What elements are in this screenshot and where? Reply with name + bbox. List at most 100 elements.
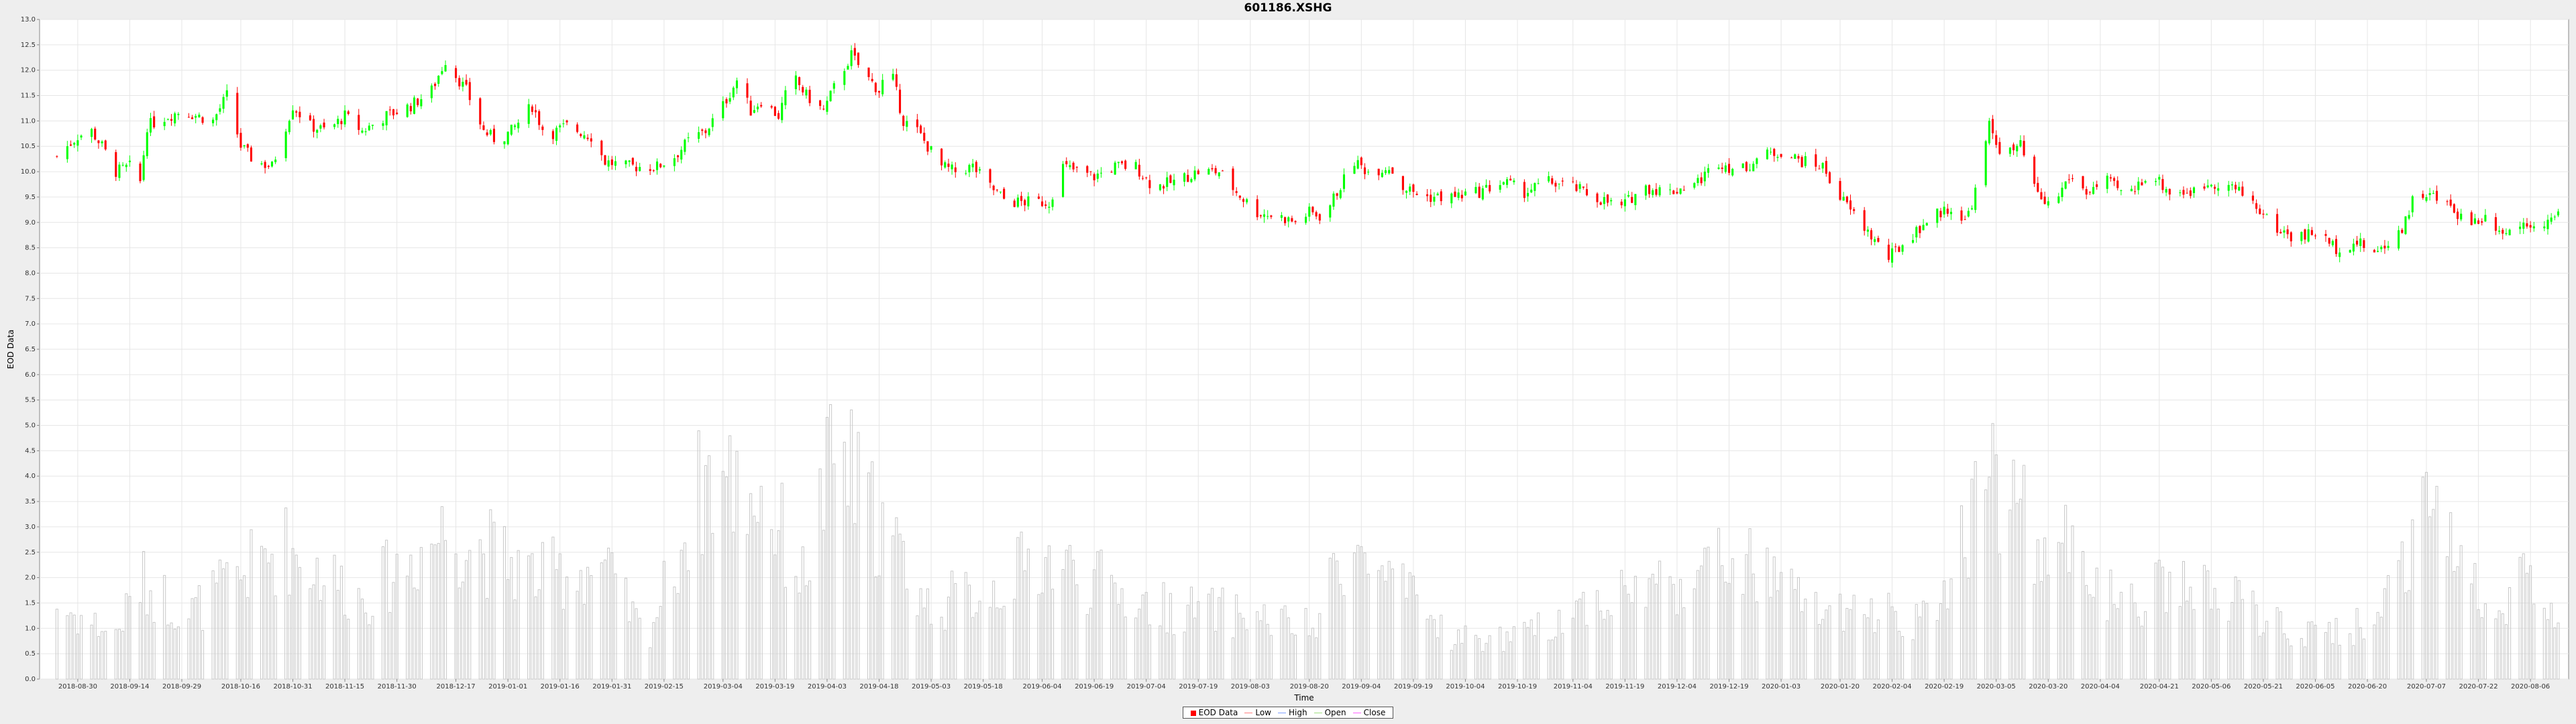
- volume-bar: [1651, 574, 1654, 680]
- candle-body: [1724, 165, 1727, 172]
- candle-body: [895, 74, 898, 87]
- volume-bar: [2338, 644, 2341, 680]
- volume-bar: [659, 605, 662, 680]
- volume-bar: [1731, 558, 1734, 680]
- volume-bar: [700, 554, 704, 680]
- candle-body: [1828, 172, 1831, 184]
- candle-body: [2165, 189, 2167, 193]
- volume-bar: [2525, 572, 2528, 680]
- candle-body: [163, 121, 166, 127]
- volume-bar: [1366, 573, 1370, 680]
- volume-bar: [1037, 594, 1040, 680]
- candle-body: [1041, 201, 1044, 206]
- volume-bar: [1457, 629, 1460, 680]
- volume-bar: [1377, 570, 1381, 680]
- volume-bar: [1620, 570, 1623, 680]
- candle-body: [1943, 206, 1945, 215]
- candle-body: [1069, 165, 1071, 168]
- volume-bar: [513, 599, 517, 680]
- volume-bar: [1117, 604, 1120, 680]
- candle-body: [409, 106, 412, 112]
- volume-bar: [222, 568, 225, 680]
- volume-bar: [406, 575, 409, 680]
- y-tick-label: 8.5: [25, 245, 36, 252]
- volume-bar: [833, 463, 836, 680]
- volume-bar: [2168, 572, 2171, 680]
- candle-body: [142, 155, 145, 180]
- candle-body: [1818, 168, 1821, 170]
- candle-body: [2040, 192, 2043, 200]
- candle-body: [513, 125, 517, 127]
- candle-body: [337, 119, 339, 125]
- volume-bar: [2106, 620, 2109, 680]
- volume-bar: [1700, 565, 1703, 680]
- volume-bar: [2231, 602, 2234, 680]
- volume-bar: [392, 582, 395, 680]
- candle-body: [735, 80, 739, 88]
- volume-bar: [225, 562, 229, 680]
- candle-body: [101, 141, 103, 143]
- candle-body: [1336, 193, 1338, 196]
- volume-bar: [492, 522, 496, 680]
- candle-body: [1148, 180, 1151, 188]
- volume-bar: [1114, 583, 1117, 680]
- volume-bar: [2307, 621, 2310, 680]
- candle-body: [2543, 226, 2546, 229]
- volume-bar: [916, 615, 919, 680]
- candle-body: [1096, 173, 1099, 179]
- volume-bar: [867, 472, 871, 680]
- volume-bar: [1287, 617, 1290, 680]
- volume-bar: [655, 617, 659, 680]
- candle-body: [1534, 183, 1536, 191]
- volume-bar: [631, 601, 635, 680]
- candle-body: [2519, 227, 2522, 229]
- candle-body: [2307, 229, 2310, 242]
- grid-lines: [40, 19, 2569, 680]
- candle-body: [798, 77, 801, 85]
- candle-body: [930, 146, 932, 150]
- volume-bar: [1256, 611, 1259, 680]
- y-tick-label: 5.0: [25, 422, 36, 430]
- volume-bar: [2546, 619, 2550, 680]
- candle-body: [1672, 190, 1675, 194]
- candle-body: [56, 156, 58, 157]
- volume-bar: [1550, 640, 1554, 680]
- volume-bar: [1478, 638, 1481, 680]
- volume-bar: [2109, 569, 2112, 680]
- candle-body: [1134, 162, 1137, 170]
- volume-bar: [2428, 516, 2432, 680]
- candle-body: [2189, 190, 2192, 196]
- volume-bar: [2202, 564, 2206, 680]
- candle-body: [2532, 226, 2535, 229]
- candle-body: [2068, 179, 2070, 180]
- candle-body: [802, 86, 804, 93]
- volume-bar: [270, 554, 274, 680]
- candle-body: [1384, 170, 1387, 174]
- candle-body: [1291, 218, 1293, 222]
- volume-bar: [2112, 604, 2116, 680]
- volume-bar: [323, 585, 326, 680]
- candle-body: [2526, 223, 2528, 227]
- candle-body: [146, 132, 148, 156]
- volume-bar: [1894, 611, 1897, 680]
- volume-bar: [2498, 610, 2501, 680]
- candle-body: [2473, 218, 2476, 224]
- volume-bar: [2192, 609, 2196, 680]
- x-tick-label: 2018-08-30: [58, 683, 97, 690]
- candle-body: [1561, 180, 1564, 182]
- candle-body: [708, 128, 710, 135]
- legend-label: EOD Data: [1198, 708, 1238, 717]
- candle-body: [2446, 201, 2449, 202]
- candle-body: [396, 113, 398, 115]
- candle-body: [2546, 219, 2549, 229]
- candle-body: [2137, 181, 2140, 190]
- volume-bar: [146, 614, 149, 680]
- x-tick-label: 2019-05-03: [912, 683, 951, 690]
- candle-body: [1627, 195, 1630, 197]
- volume-bar: [416, 589, 419, 680]
- volume-bar: [673, 587, 676, 680]
- x-tick-label: 2020-01-03: [1762, 683, 1801, 690]
- volume-bar: [2352, 645, 2355, 680]
- candle-body: [517, 123, 520, 129]
- volume-bar: [1294, 634, 1297, 680]
